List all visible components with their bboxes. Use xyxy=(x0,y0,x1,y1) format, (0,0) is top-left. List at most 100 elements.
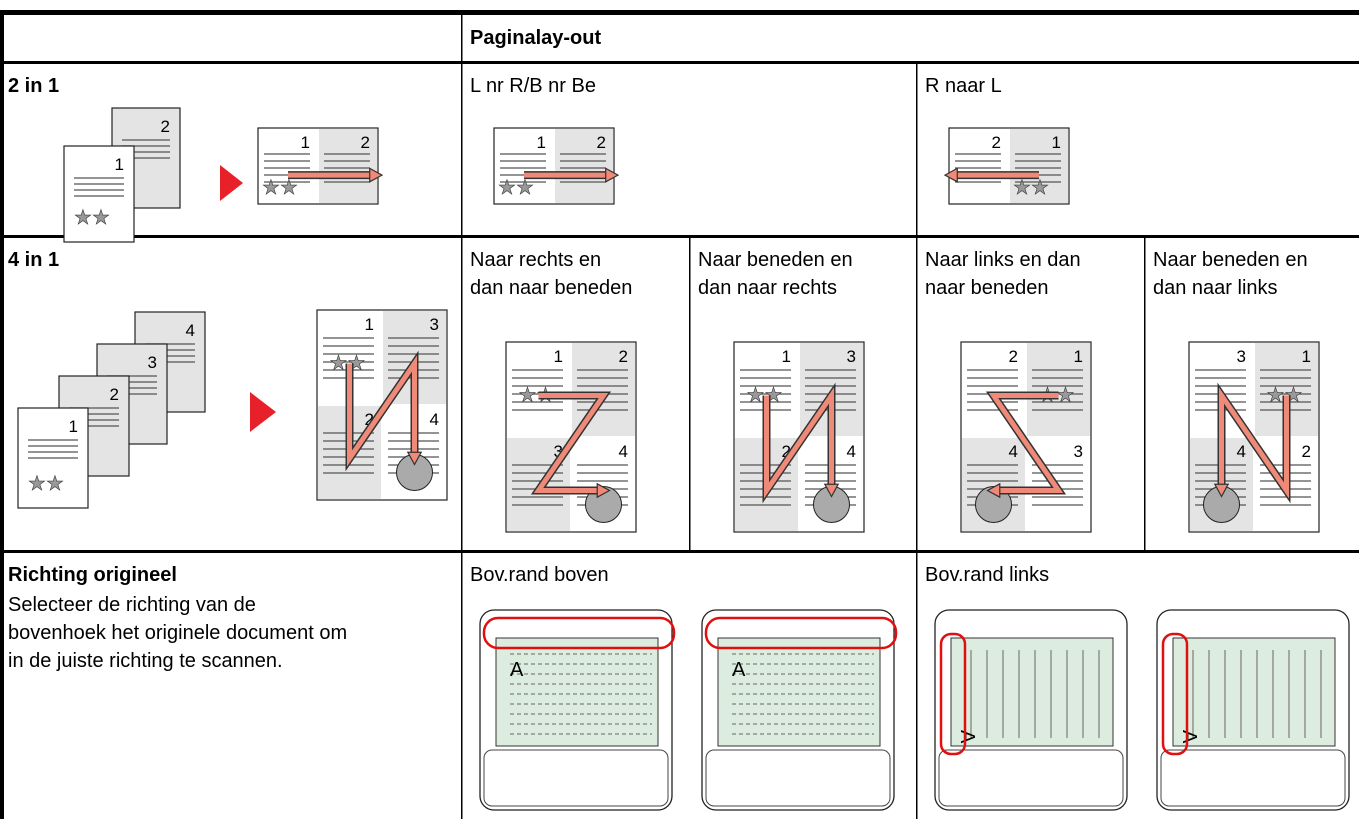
page-number: 3 xyxy=(148,353,157,372)
row-label: Richting origineel xyxy=(8,564,177,586)
page-number: 4 xyxy=(186,321,195,340)
star: ★ xyxy=(519,385,537,407)
page-number: 1 xyxy=(365,315,374,334)
page-number: 1 xyxy=(554,347,563,366)
scanner-mark: A xyxy=(1178,730,1200,744)
page-number: 4 xyxy=(430,410,439,429)
page-number: 3 xyxy=(847,347,856,366)
page-half xyxy=(1010,129,1068,203)
star: ★ xyxy=(92,207,110,229)
page-half xyxy=(319,129,377,203)
page-number: 2 xyxy=(365,410,374,429)
page-number: 2 xyxy=(992,133,1001,152)
page-number: 4 xyxy=(1237,442,1246,461)
option-label: Bov.rand links xyxy=(925,564,1050,586)
column-border xyxy=(461,15,463,819)
arrow-head xyxy=(596,482,611,499)
page-number: 1 xyxy=(782,347,791,366)
star: ★ xyxy=(1057,385,1075,407)
option-label: Naar beneden en xyxy=(1153,249,1308,271)
highlight xyxy=(704,616,898,650)
page-number: 3 xyxy=(1237,347,1246,366)
page-number: 1 xyxy=(301,133,310,152)
page-half xyxy=(495,129,553,203)
scanner-panel xyxy=(1160,749,1346,807)
option-label: Naar rechts en xyxy=(470,249,602,271)
option-label: R naar L xyxy=(925,75,1002,97)
arrow-head xyxy=(1213,483,1230,498)
star: ★ xyxy=(1013,177,1031,199)
page-half xyxy=(950,129,1008,203)
scanner-mark: A xyxy=(732,659,746,681)
page-number: 2 xyxy=(110,385,119,404)
star: ★ xyxy=(74,207,92,229)
star: ★ xyxy=(516,177,534,199)
column-border xyxy=(1144,238,1146,550)
arrow-head xyxy=(823,483,840,498)
page-number: 2 xyxy=(161,117,170,136)
highlight xyxy=(482,616,676,650)
scanner-bed xyxy=(950,637,1114,747)
star: ★ xyxy=(747,385,765,407)
option-label: dan naar rechts xyxy=(698,277,837,299)
scanner-mark: A xyxy=(510,659,524,681)
arrow xyxy=(988,393,1064,493)
page-quarter xyxy=(507,343,570,436)
page-number: 2 xyxy=(597,133,606,152)
description: in de juiste richting te scannen. xyxy=(8,650,283,672)
scanner-bed xyxy=(717,637,881,747)
highlight xyxy=(939,632,967,756)
arrow-head xyxy=(406,451,423,466)
page xyxy=(63,145,135,243)
option-label: naar beneden xyxy=(925,277,1049,299)
page-number: 1 xyxy=(1302,347,1311,366)
description: bovenhoek het originele document om xyxy=(8,622,348,644)
scanner-mark: A xyxy=(956,730,978,744)
star: ★ xyxy=(1031,177,1049,199)
page-number: 1 xyxy=(1052,133,1061,152)
star: ★ xyxy=(330,353,348,375)
header-title: Paginalay-out xyxy=(470,27,602,49)
arrow-head xyxy=(369,167,384,183)
row-border xyxy=(0,235,1359,238)
page-number: 1 xyxy=(115,155,124,174)
star: ★ xyxy=(280,177,298,199)
option-label: dan naar links xyxy=(1153,277,1278,299)
option-label: Naar beneden en xyxy=(698,249,853,271)
arrow xyxy=(347,355,417,467)
top-border xyxy=(0,10,1359,15)
star: ★ xyxy=(498,177,516,199)
arrow-head xyxy=(986,482,1001,499)
arrow-icon xyxy=(220,165,243,201)
page-number: 2 xyxy=(361,133,370,152)
page-half xyxy=(259,129,317,203)
page-number: 4 xyxy=(619,442,628,461)
scanner-panel xyxy=(938,749,1124,807)
left-border xyxy=(0,10,4,819)
arrow xyxy=(1219,387,1289,499)
option-label: Naar links en dan xyxy=(925,249,1081,271)
description: Selecteer de richting van de xyxy=(8,594,256,616)
option-label: Bov.rand boven xyxy=(470,564,609,586)
row-label: 4 in 1 xyxy=(8,249,60,271)
star: ★ xyxy=(46,473,64,495)
page-number: 1 xyxy=(69,417,78,436)
scanner-panel xyxy=(705,749,891,807)
scanner-panel xyxy=(483,749,669,807)
page-number: 4 xyxy=(1009,442,1018,461)
page-number: 4 xyxy=(847,442,856,461)
page-number: 3 xyxy=(554,442,563,461)
page-number: 1 xyxy=(1074,347,1083,366)
star: ★ xyxy=(1267,385,1285,407)
scanner-bed xyxy=(1172,637,1336,747)
page-number: 2 xyxy=(1302,442,1311,461)
page-quarter xyxy=(1027,343,1090,436)
page-number: 2 xyxy=(1009,347,1018,366)
option-label: dan naar beneden xyxy=(470,277,633,299)
page-number: 1 xyxy=(537,133,546,152)
page-half xyxy=(555,129,613,203)
row-border xyxy=(0,550,1359,553)
column-border xyxy=(689,238,691,550)
